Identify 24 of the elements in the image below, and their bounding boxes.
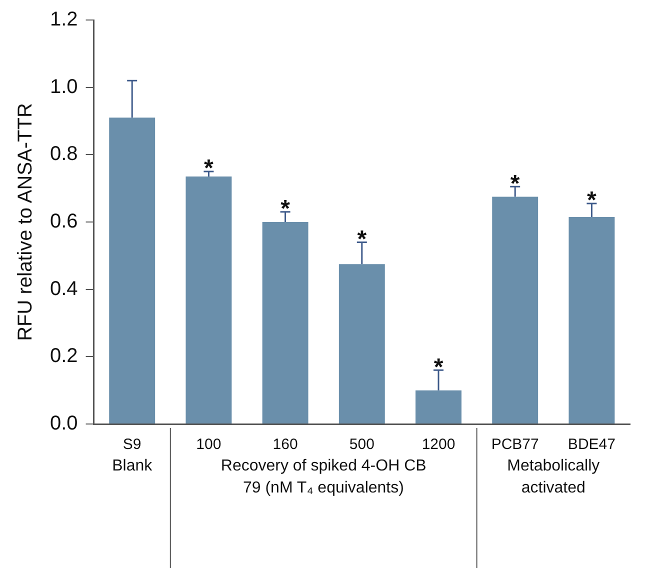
annotation: *	[434, 354, 444, 381]
annotation: *	[280, 196, 291, 223]
text: Blank	[112, 457, 154, 474]
text: Metabolically activated	[507, 457, 600, 496]
y-tick-label: 0.4	[50, 278, 78, 300]
x-tick-label: 160	[272, 436, 298, 454]
x-tick-label: 500	[349, 436, 374, 454]
x-tick-label: PCB77	[491, 436, 539, 454]
x-tick-label: S9	[122, 436, 142, 454]
y-tick-label: 1.0	[50, 76, 78, 98]
x-tick-label: 1200	[422, 436, 456, 454]
y-tick-label: 0.6	[50, 210, 78, 233]
y-tick-label: 1.2	[50, 8, 78, 31]
text: Recovery of spiked 4-OH CB 79 (nM T₄ equivalents)	[220, 457, 426, 496]
y-axis-title: RFU relative to ANSA-TTR	[14, 103, 37, 341]
y-tick-label: 0.0	[50, 412, 78, 435]
x-tick-label: BDE47	[568, 436, 616, 454]
annotation: *	[204, 155, 214, 182]
x-tick-label: 100	[196, 436, 222, 454]
annotation: *	[510, 170, 520, 198]
annotation: *	[357, 226, 368, 253]
annotation: *	[587, 187, 598, 214]
y-tick-label: 0.8	[50, 143, 78, 166]
y-tick-label: 0.2	[50, 345, 78, 368]
